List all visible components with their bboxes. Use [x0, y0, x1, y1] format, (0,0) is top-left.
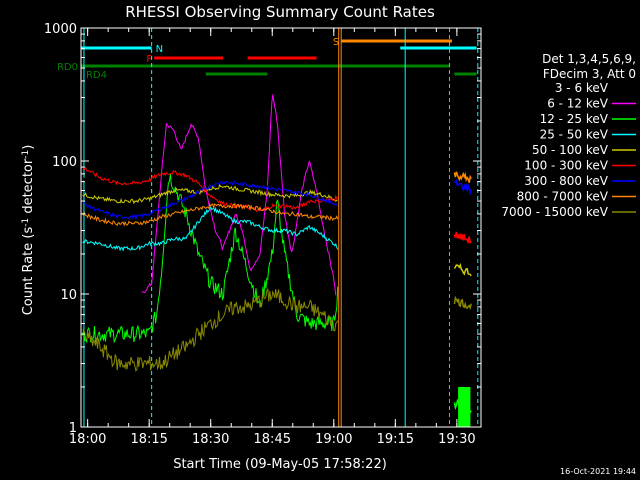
- state-label-rd0: RD0: [57, 62, 78, 73]
- late-series-line: [453, 171, 472, 183]
- chart-title: RHESSI Observing Summary Count Rates: [125, 3, 435, 21]
- state-label-n: N: [156, 44, 163, 55]
- late-series-line: [453, 295, 472, 311]
- series-line: [141, 94, 337, 296]
- y-axis-label-part: detector: [21, 158, 36, 218]
- legend-label: 800 - 7000 keV: [517, 190, 609, 204]
- legend-label: 50 - 100 keV: [532, 143, 609, 157]
- legend-header-line: Det 1,3,4,5,6,9,: [542, 52, 636, 66]
- series-line: [82, 180, 339, 221]
- state-label-f: F: [146, 54, 152, 65]
- legend-label: 100 - 300 keV: [524, 159, 608, 173]
- state-bars: NF S RD0 RD4: [57, 37, 477, 81]
- y-axis-label-sup: -1: [21, 218, 31, 227]
- y-tick-label: 100: [52, 155, 77, 170]
- legend-label: 25 - 50 keV: [540, 128, 609, 142]
- x-tick-label: 19:00: [315, 432, 352, 447]
- y-axis-label: Count Rate (s-1 detector-1): [21, 145, 36, 316]
- y-tick-label: 10: [60, 288, 77, 303]
- state-label-s: S: [333, 37, 339, 48]
- state-label-rd4: RD4: [86, 70, 107, 81]
- y-tick-label: 1000: [44, 22, 77, 37]
- x-tick-label: 18:45: [254, 432, 291, 447]
- x-tick-label: 19:30: [438, 432, 475, 447]
- legend-label: 6 - 12 keV: [547, 97, 609, 111]
- x-axis-label: Start Time (09-May-05 17:58:22): [173, 457, 387, 472]
- series-line: [82, 183, 338, 205]
- legend-header-line: FDecim 3, Att 0: [543, 67, 636, 81]
- legend-label: 3 - 6 keV: [555, 81, 609, 95]
- series-line: [82, 288, 339, 372]
- late-series-line: [453, 262, 472, 277]
- series-line: [82, 205, 339, 252]
- legend: Det 1,3,4,5,6,9, FDecim 3, Att 0 3 - 6 k…: [501, 52, 636, 219]
- legend-label: 300 - 800 keV: [524, 174, 608, 188]
- x-tick-label: 18:15: [130, 432, 167, 447]
- series-lines: [82, 94, 472, 427]
- y-axis-label-sup: -1: [21, 150, 31, 159]
- x-tick-label: 18:00: [69, 432, 106, 447]
- time-markers: [83, 28, 479, 427]
- late-green-block: [458, 386, 471, 427]
- legend-label: 12 - 25 keV: [540, 112, 609, 126]
- late-series-line: [453, 231, 472, 245]
- timestamp: 16-Oct-2021 19:44: [560, 467, 636, 476]
- plot-frame: [80, 27, 482, 428]
- series-line: [82, 202, 339, 227]
- y-axis-label-part: Count Rate (s: [21, 227, 36, 316]
- axes: 18:00 18:15 18:30 18:45 19:00 19:15 19:30 1 10 10…: [44, 22, 481, 447]
- y-tick-label: 1: [69, 421, 77, 436]
- x-tick-label: 18:30: [192, 432, 229, 447]
- legend-label: 7000 - 15000 keV: [501, 205, 608, 219]
- series-line: [82, 166, 339, 213]
- late-series-line: [454, 178, 472, 196]
- y-axis-label-part: ): [21, 145, 36, 150]
- x-tick-label: 19:15: [377, 432, 414, 447]
